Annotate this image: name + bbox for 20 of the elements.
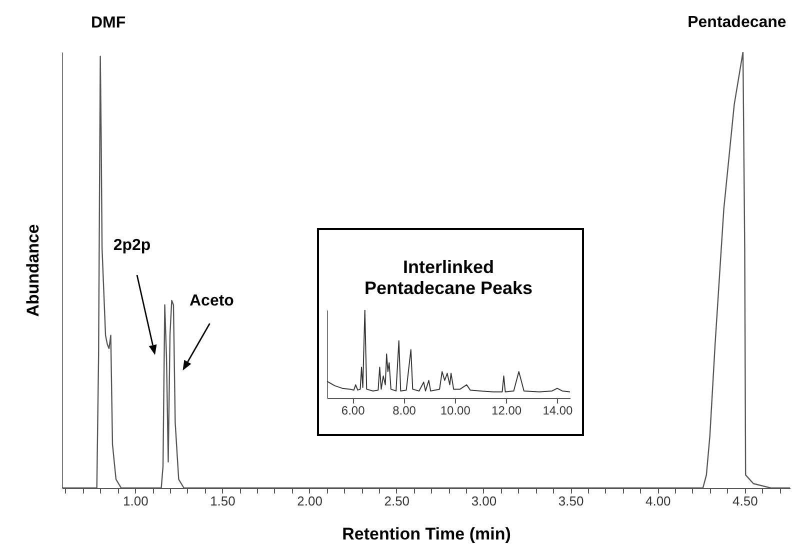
x-tick-label: 3.50 (558, 494, 584, 508)
x-tick-label: 12.00 (492, 404, 522, 418)
x-tick-label: 10.00 (440, 404, 471, 418)
x-tick-label: 8.00 (392, 404, 416, 418)
annotation: 2p2p (113, 237, 151, 254)
x-tick-label: 4.00 (645, 494, 671, 508)
x-tick-label: 1.50 (210, 494, 236, 508)
x-tick-label: 1.00 (122, 494, 148, 508)
annotation: Aceto (189, 292, 234, 310)
x-tick-label: 3.00 (471, 494, 497, 508)
x-tick-label: 6.00 (341, 404, 366, 418)
x-tick-label: 4.50 (732, 494, 758, 508)
chart-title: Interlinked Pentadecane Peaks (364, 257, 533, 298)
annotation: DMF (90, 14, 126, 32)
x-tick-label: 14.00 (542, 404, 574, 418)
x-tick-label: 2.50 (384, 494, 410, 508)
annotation: Pentadecane (688, 14, 786, 31)
x-axis-title: Retention Time (min) (342, 524, 511, 544)
x-tick-label: 2.00 (297, 494, 322, 508)
y-axis-title: Abundance (24, 224, 42, 317)
